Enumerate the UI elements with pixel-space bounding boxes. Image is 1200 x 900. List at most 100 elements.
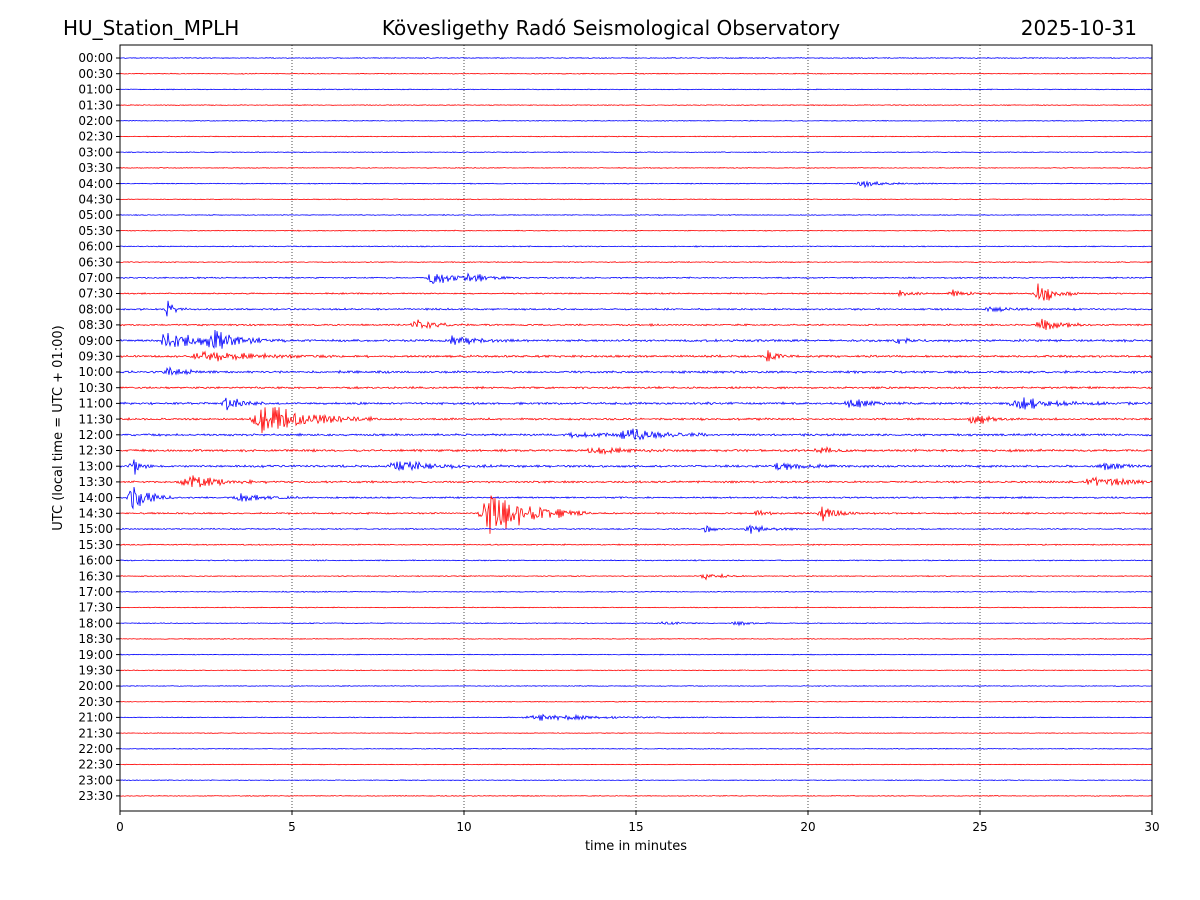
y-tick-label: 22:30 [78, 758, 113, 772]
y-tick-label: 19:00 [78, 648, 113, 662]
trace-0130 [120, 104, 1152, 107]
trace-2130 [120, 732, 1152, 734]
y-tick-label: 04:30 [78, 193, 113, 207]
trace-0830 [120, 318, 1152, 331]
y-tick-label: 11:30 [78, 412, 113, 426]
trace-0800 [120, 300, 1152, 317]
trace-2230 [120, 763, 1152, 766]
y-tick-label: 18:00 [78, 616, 113, 630]
y-tick-label: 15:30 [78, 538, 113, 552]
x-tick-label: 25 [972, 820, 987, 834]
trace-0230 [120, 135, 1152, 138]
y-tick-label: 03:00 [78, 145, 113, 159]
y-tick-label: 07:00 [78, 271, 113, 285]
y-tick-label: 14:00 [78, 491, 113, 505]
trace-0430 [120, 198, 1152, 201]
y-tick-label: 03:30 [78, 161, 113, 175]
y-tick-label: 23:30 [78, 789, 113, 803]
y-tick-label: 23:00 [78, 773, 113, 787]
x-tick-label: 20 [800, 820, 815, 834]
trace-1730 [120, 606, 1152, 609]
x-tick-label: 15 [628, 820, 643, 834]
x-tick-label: 10 [456, 820, 471, 834]
x-tick-label: 0 [116, 820, 124, 834]
y-tick-label: 04:00 [78, 177, 113, 191]
y-tick-label: 09:00 [78, 334, 113, 348]
trace-0600 [120, 245, 1152, 248]
y-tick-label: 15:00 [78, 522, 113, 536]
trace-0700 [120, 272, 1152, 285]
y-tick-label: 02:00 [78, 114, 113, 128]
trace-0530 [120, 229, 1152, 232]
trace-0000 [120, 56, 1152, 60]
y-tick-label: 08:30 [78, 318, 113, 332]
trace-0200 [120, 119, 1152, 122]
y-tick-label: 21:30 [78, 726, 113, 740]
trace-1900 [120, 653, 1152, 656]
trace-1500 [120, 524, 1152, 534]
y-tick-label: 07:30 [78, 287, 113, 301]
y-tick-label: 06:30 [78, 255, 113, 269]
trace-1430 [120, 495, 1152, 534]
trace-2000 [120, 684, 1152, 687]
y-tick-label: 10:30 [78, 381, 113, 395]
trace-0630 [120, 260, 1152, 264]
x-tick-label: 30 [1144, 820, 1159, 834]
y-tick-label: 06:00 [78, 240, 113, 254]
y-tick-label: 12:00 [78, 428, 113, 442]
chart-date: 2025-10-31 [1020, 16, 1137, 40]
y-tick-label: 20:00 [78, 679, 113, 693]
trace-2300 [120, 779, 1152, 782]
trace-1100 [120, 397, 1152, 411]
y-tick-label: 12:30 [78, 444, 113, 458]
trace-1130 [120, 407, 1152, 434]
trace-0500 [120, 213, 1152, 217]
trace-0300 [120, 151, 1152, 154]
trace-1530 [120, 543, 1152, 546]
y-tick-label: 17:00 [78, 585, 113, 599]
trace-1800 [120, 620, 1152, 627]
trace-0030 [120, 72, 1152, 75]
y-tick-label: 09:30 [78, 350, 113, 364]
trace-0730 [120, 283, 1152, 301]
trace-1600 [120, 559, 1152, 562]
trace-1030 [120, 385, 1152, 390]
trace-1200 [120, 428, 1152, 441]
trace-2100 [120, 713, 1152, 722]
y-axis-label: UTC (local time = UTC + 01:00) [51, 325, 66, 530]
y-tick-label: 11:00 [78, 397, 113, 411]
y-tick-label: 17:30 [78, 601, 113, 615]
trace-1330 [120, 475, 1152, 488]
plot-area [120, 45, 1152, 811]
y-tick-label: 22:00 [78, 742, 113, 756]
y-tick-label: 13:00 [78, 459, 113, 473]
trace-2030 [120, 700, 1152, 703]
y-tick-label: 18:30 [78, 632, 113, 646]
y-tick-label: 01:30 [78, 98, 113, 112]
trace-2330 [120, 794, 1152, 797]
trace-0100 [120, 88, 1152, 91]
trace-1830 [120, 637, 1152, 640]
y-tick-label: 02:30 [78, 130, 113, 144]
station-label: HU_Station_MPLH [63, 16, 240, 40]
trace-1300 [120, 459, 1152, 475]
y-tick-label: 14:30 [78, 507, 113, 521]
x-axis-label: time in minutes [585, 839, 687, 854]
trace-0400 [120, 180, 1152, 189]
y-tick-label: 21:00 [78, 711, 113, 725]
x-axis: 0 5 10 15 20 25 30 [116, 811, 1160, 834]
trace-2200 [120, 747, 1152, 750]
trace-1930 [120, 669, 1152, 672]
trace-1400 [120, 486, 1152, 510]
trace-0900 [120, 330, 1152, 350]
trace-0930 [120, 350, 1152, 362]
chart-title: Kövesligethy Radó Seismological Observat… [381, 16, 841, 40]
trace-1630 [120, 573, 1152, 581]
y-tick-label: 16:30 [78, 569, 113, 583]
y-tick-label: 20:30 [78, 695, 113, 709]
y-tick-label: 19:30 [78, 664, 113, 678]
y-tick-label: 08:00 [78, 302, 113, 316]
trace-1000 [120, 366, 1152, 376]
